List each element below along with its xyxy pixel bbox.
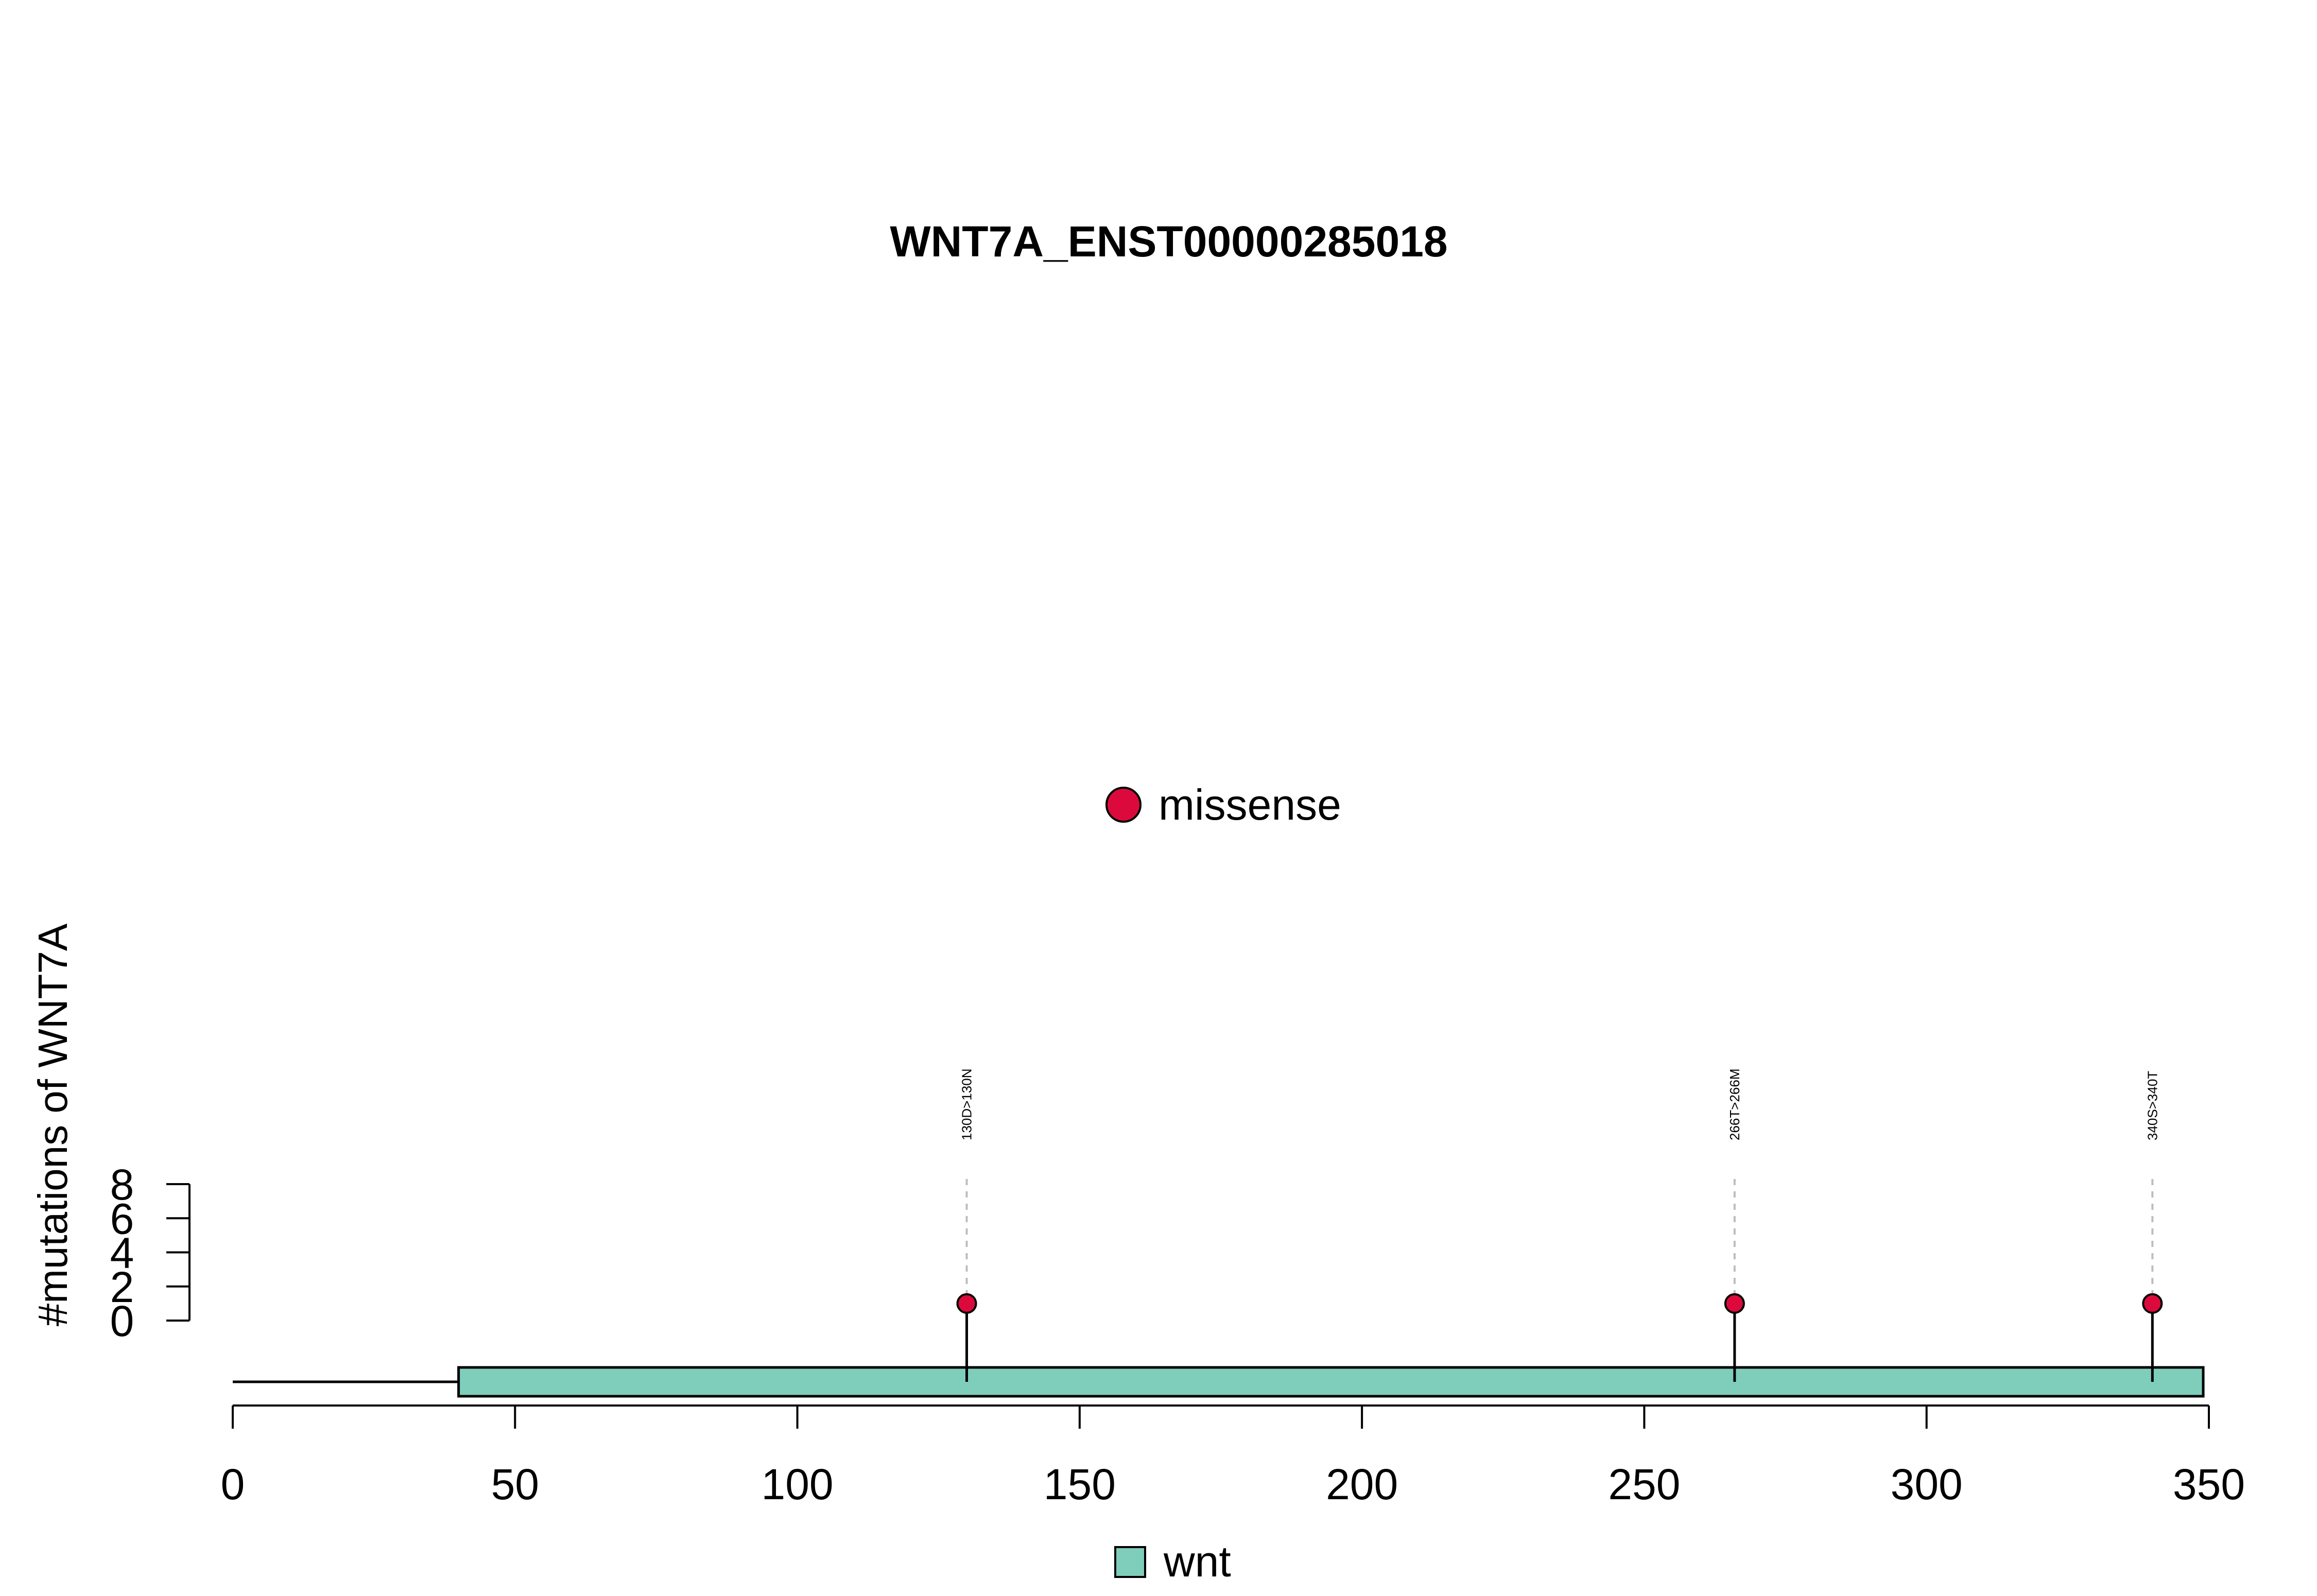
legend-missense-marker xyxy=(1105,787,1142,823)
x-tick-label: 100 xyxy=(761,1460,833,1508)
y-tick-label: 0 xyxy=(110,1297,134,1345)
x-tick-label: 50 xyxy=(491,1460,539,1508)
x-axis: 0 50 100 150 200 250 300 350 xyxy=(221,1404,2245,1508)
legend-wnt-label: wnt xyxy=(1163,1537,1231,1586)
y-tick-label: 2 xyxy=(110,1263,134,1311)
legend-wnt-swatch xyxy=(1114,1546,1146,1578)
y-axis-label: #mutations of WNT7A xyxy=(30,923,76,1326)
x-tick-label: 250 xyxy=(1608,1460,1680,1508)
domain-wnt xyxy=(457,1366,2205,1398)
mutations: 130D>130N 266T>266M 340S>340T xyxy=(956,1069,2163,1382)
mutation-legend: missense xyxy=(1105,780,1341,829)
y-tick-label: 6 xyxy=(110,1194,134,1243)
y-tick-label: 8 xyxy=(110,1160,134,1209)
x-tick-label: 0 xyxy=(221,1460,245,1508)
domains xyxy=(457,1366,2205,1398)
x-tick-label: 150 xyxy=(1044,1460,1116,1508)
domain-legend: wnt xyxy=(1114,1537,1231,1586)
y-tick-label: 4 xyxy=(110,1229,134,1277)
x-tick-label: 200 xyxy=(1326,1460,1398,1508)
chart-title: WNT7A_ENST00000285018 xyxy=(890,217,1447,266)
x-tick-label: 350 xyxy=(2173,1460,2245,1508)
mutation-label: 340S>340T xyxy=(2145,1071,2160,1140)
legend-missense-label: missense xyxy=(1158,780,1341,829)
mutation-label: 266T>266M xyxy=(1727,1069,1742,1140)
mutation-point xyxy=(2142,1293,2163,1314)
mutation-label: 130D>130N xyxy=(959,1069,975,1141)
x-tick-label: 300 xyxy=(1891,1460,1963,1508)
mutation-point xyxy=(956,1293,977,1314)
mutation-point xyxy=(1724,1293,1745,1314)
